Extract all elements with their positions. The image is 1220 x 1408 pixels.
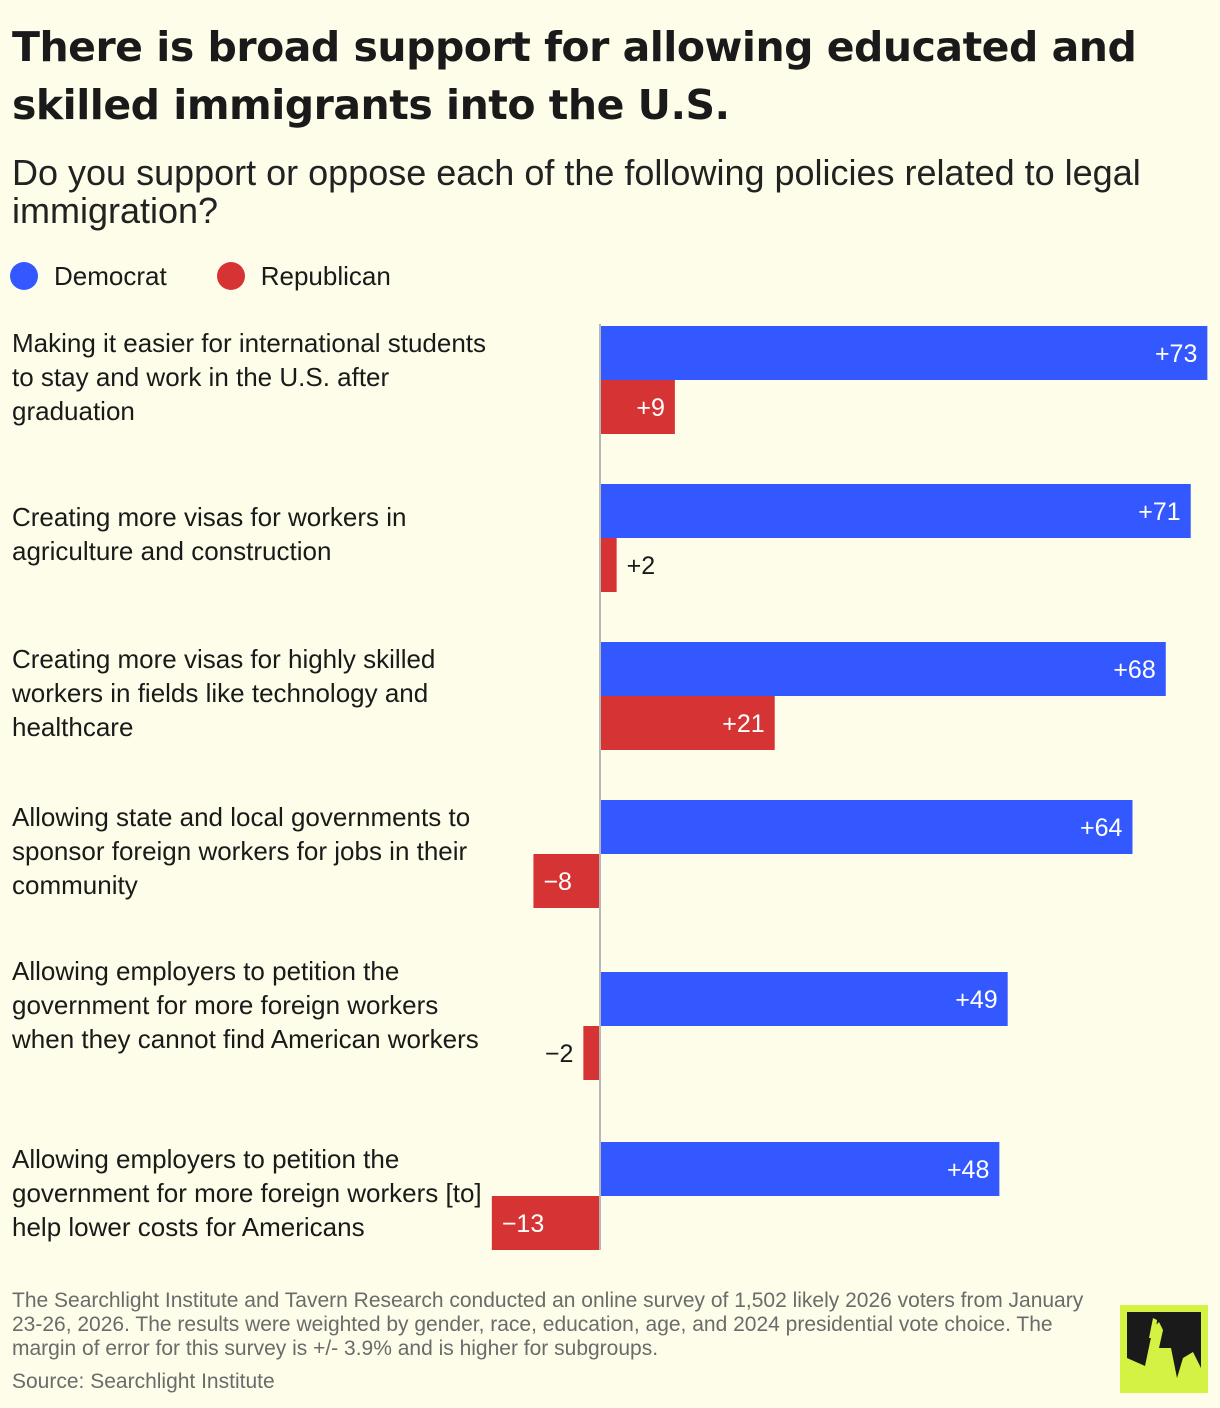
bar-democrat [600,484,1191,538]
data-label-democrat: +64 [1080,814,1123,842]
category-label: Allowing employers to petition the gover… [12,1144,482,1242]
category-label: Creating more visas for highly skilled w… [12,644,436,742]
legend-label-republican: Republican [260,260,391,291]
bar-republican [600,380,675,434]
legend-item-republican: Republican [216,260,391,292]
bar-democrat [600,1142,1000,1196]
chart-title: There is broad support for allowing educ… [12,23,1137,129]
data-label-republican: +2 [627,552,656,580]
bar-republican [600,538,617,592]
bar-republican [600,696,775,750]
category-label: Allowing state and local governments to … [12,802,471,900]
data-label-republican: −13 [502,1210,544,1238]
bar-democrat [600,972,1008,1026]
legend: Democrat Republican [10,256,441,296]
bar-chart: +73 +9 +71 +2 +68 +21 +64 −8 +49 −2 +48 −13 [491,324,1208,1250]
searchlight-logo-icon [1120,1305,1208,1393]
legend-dot-democrat [10,262,38,290]
data-label-democrat: +48 [947,1156,989,1184]
bar-republican [533,854,600,908]
data-label-republican: −2 [545,1040,574,1068]
bar-democrat [600,326,1208,380]
legend-label-democrat: Democrat [54,260,167,291]
data-label-republican: +9 [636,394,665,422]
footnote: The Searchlight Institute and Tavern Res… [12,1289,1084,1360]
category-label: Making it easier for international stude… [12,328,487,426]
bar-republican [491,1196,600,1250]
category-label: Allowing employers to petition the gover… [12,956,479,1054]
category-label: Creating more visas for workers in agric… [12,502,407,566]
bar-republican [583,1026,600,1080]
data-label-democrat: +73 [1155,340,1197,368]
source-note: Source: Searchlight Institute [12,1370,275,1393]
bar-democrat [600,642,1166,696]
legend-item-democrat: Democrat [10,261,167,292]
data-label-republican: +21 [722,710,764,738]
data-label-democrat: +49 [955,986,997,1014]
data-label-democrat: +71 [1138,498,1180,526]
chart-subtitle: Do you support or oppose each of the fol… [12,152,1141,231]
data-label-republican: −8 [543,868,572,896]
legend-dot-republican [216,262,245,290]
data-label-democrat: +68 [1113,656,1155,684]
bar-democrat [600,800,1133,854]
